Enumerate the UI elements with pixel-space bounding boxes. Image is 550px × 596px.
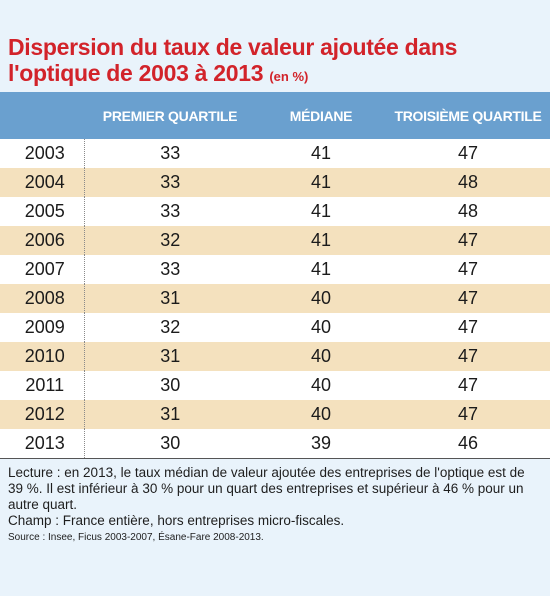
cell-mediane: 41	[310, 172, 332, 192]
cell-premier-quartile: 31	[160, 404, 181, 424]
header-premier-quartile: PREMIER QUARTILE	[102, 107, 238, 124]
header-troisieme-quartile: TROISIÈME QUARTILE	[394, 107, 542, 124]
cell-mediane: 41	[310, 230, 332, 250]
table-row: 2005 33 41 48	[0, 197, 550, 226]
table-header-row: PREMIER QUARTILE MÉDIANE TROISIÈME QUART…	[0, 92, 550, 139]
cell-troisieme-quartile: 47	[457, 259, 479, 279]
chart-title-unit: (en %)	[269, 69, 309, 84]
table-body: 2003 33 41 47 2004 33 41 48 2005 33 41 48 2006 32 41 47…	[0, 139, 550, 458]
header-mediane: MÉDIANE	[289, 107, 353, 124]
cell-premier-quartile: 33	[160, 201, 181, 221]
cell-troisieme-quartile: 47	[457, 288, 479, 308]
cell-troisieme-quartile: 47	[457, 404, 479, 424]
cell-mediane: 40	[310, 288, 332, 308]
chart-title-main: Dispersion du taux de valeur ajoutée dan…	[8, 34, 458, 86]
table-row: 2004 33 41 48	[0, 168, 550, 197]
cell-mediane: 40	[310, 346, 332, 366]
cell-year: 2006	[0, 226, 85, 255]
note-source: Source : Insee, Ficus 2003-2007, Ésane-F…	[8, 532, 264, 543]
cell-troisieme-quartile: 48	[457, 201, 479, 221]
cell-premier-quartile: 31	[160, 288, 181, 308]
cell-mediane: 41	[310, 259, 332, 279]
cell-mediane: 41	[310, 201, 332, 221]
cell-premier-quartile: 33	[160, 259, 181, 279]
table-row: 2011 30 40 47	[0, 371, 550, 400]
table-row: 2008 31 40 47	[0, 284, 550, 313]
cell-premier-quartile: 30	[160, 433, 181, 453]
cell-troisieme-quartile: 46	[457, 433, 479, 453]
cell-year: 2013	[0, 429, 85, 458]
cell-year: 2012	[0, 400, 85, 429]
table-row: 2012 31 40 47	[0, 400, 550, 429]
cell-troisieme-quartile: 47	[457, 317, 479, 337]
cell-troisieme-quartile: 47	[457, 143, 479, 163]
cell-mediane: 40	[310, 375, 332, 395]
header-year	[0, 92, 84, 139]
cell-year: 2005	[0, 197, 85, 226]
cell-year: 2004	[0, 168, 85, 197]
table-row: 2007 33 41 47	[0, 255, 550, 284]
chart-title: Dispersion du taux de valeur ajoutée dan…	[0, 0, 550, 92]
cell-year: 2011	[0, 371, 85, 400]
cell-year: 2007	[0, 255, 85, 284]
cell-mediane: 40	[310, 317, 332, 337]
notes: Lecture : en 2013, le taux médian de val…	[0, 458, 550, 545]
cell-premier-quartile: 30	[160, 375, 181, 395]
cell-premier-quartile: 33	[160, 172, 181, 192]
cell-year: 2010	[0, 342, 85, 371]
cell-troisieme-quartile: 47	[457, 375, 479, 395]
note-lecture: Lecture : en 2013, le taux médian de val…	[8, 465, 525, 512]
table-row: 2010 31 40 47	[0, 342, 550, 371]
cell-year: 2008	[0, 284, 85, 313]
table-row: 2009 32 40 47	[0, 313, 550, 342]
cell-mediane: 41	[310, 143, 332, 163]
table-row: 2003 33 41 47	[0, 139, 550, 168]
table-row: 2013 30 39 46	[0, 429, 550, 458]
note-champ: Champ : France entière, hors entreprises…	[8, 513, 345, 528]
table-row: 2006 32 41 47	[0, 226, 550, 255]
cell-premier-quartile: 33	[160, 143, 181, 163]
cell-mediane: 40	[310, 404, 332, 424]
cell-mediane: 39	[310, 433, 332, 453]
cell-troisieme-quartile: 47	[457, 230, 479, 250]
cell-premier-quartile: 32	[160, 230, 181, 250]
cell-premier-quartile: 31	[160, 346, 181, 366]
cell-year: 2003	[0, 139, 85, 168]
cell-troisieme-quartile: 48	[457, 172, 479, 192]
data-table: PREMIER QUARTILE MÉDIANE TROISIÈME QUART…	[0, 92, 550, 458]
cell-troisieme-quartile: 47	[457, 346, 479, 366]
cell-year: 2009	[0, 313, 85, 342]
cell-premier-quartile: 32	[160, 317, 181, 337]
